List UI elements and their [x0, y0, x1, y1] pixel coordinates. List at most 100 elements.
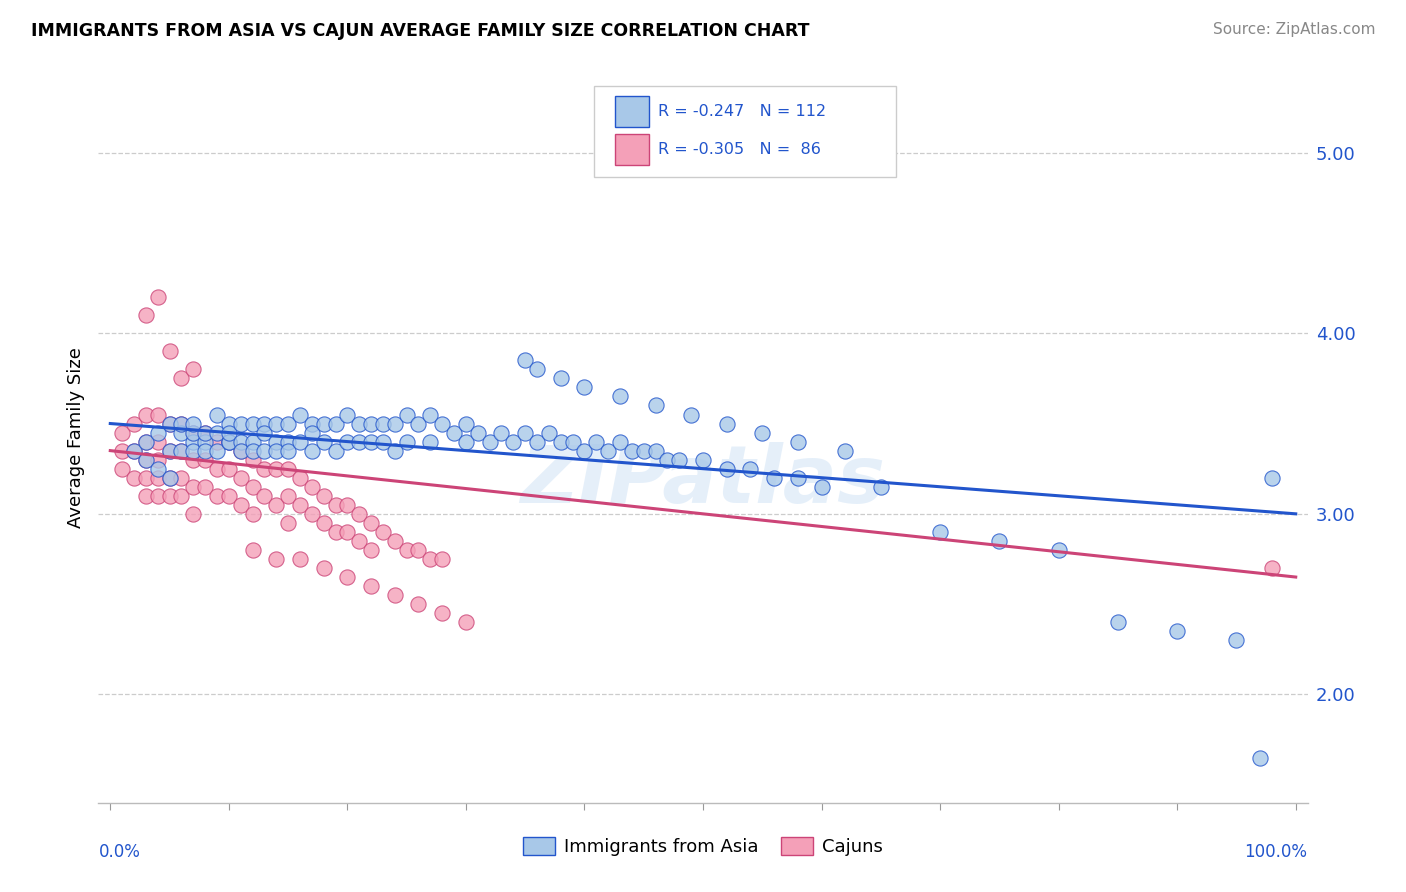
Point [620, 443, 643, 458]
Point [347, 434, 370, 449]
Point [1047, 543, 1070, 558]
Point [432, 552, 454, 566]
Point [181, 425, 204, 440]
Point [312, 561, 335, 575]
Point [205, 489, 228, 503]
Point [181, 417, 204, 431]
Point [146, 290, 169, 304]
Point [325, 524, 347, 539]
Point [242, 543, 264, 558]
Point [1249, 750, 1271, 764]
Point [242, 443, 264, 458]
Point [229, 471, 252, 485]
Point [454, 434, 477, 449]
Point [633, 443, 655, 458]
Point [360, 434, 382, 449]
Point [288, 552, 311, 566]
Point [929, 524, 952, 539]
Point [264, 552, 287, 566]
Point [491, 425, 513, 440]
Point [277, 489, 299, 503]
Point [146, 489, 169, 503]
Point [526, 434, 548, 449]
Point [181, 362, 204, 376]
Point [253, 425, 276, 440]
Point [550, 371, 572, 385]
Point [242, 480, 264, 494]
Point [869, 480, 891, 494]
Point [1225, 633, 1247, 648]
Point [312, 417, 335, 431]
Point [325, 498, 347, 512]
Text: ZIPatlas: ZIPatlas [520, 442, 886, 520]
Point [181, 443, 204, 458]
Point [135, 489, 157, 503]
Point [312, 434, 335, 449]
Point [454, 615, 477, 630]
Bar [614, 96, 648, 127]
Text: Source: ZipAtlas.com: Source: ZipAtlas.com [1212, 22, 1375, 37]
Text: 100.0%: 100.0% [1244, 843, 1308, 861]
Point [301, 480, 323, 494]
Point [181, 452, 204, 467]
Point [181, 480, 204, 494]
Point [644, 399, 666, 413]
Point [242, 452, 264, 467]
Point [218, 417, 240, 431]
Point [135, 471, 157, 485]
Point [336, 570, 359, 584]
Point [159, 489, 181, 503]
Text: R = -0.247   N = 112: R = -0.247 N = 112 [658, 104, 827, 120]
Point [181, 425, 204, 440]
Point [384, 533, 406, 548]
Point [253, 417, 276, 431]
Point [574, 443, 596, 458]
Point [454, 417, 477, 431]
Point [253, 461, 276, 475]
Point [205, 425, 228, 440]
Point [229, 443, 252, 458]
Point [681, 408, 703, 422]
Point [159, 471, 181, 485]
Point [786, 434, 808, 449]
Point [526, 362, 548, 376]
Point [277, 461, 299, 475]
Point [194, 480, 217, 494]
Point [419, 408, 441, 422]
Point [242, 417, 264, 431]
Point [277, 417, 299, 431]
Point [181, 507, 204, 521]
Point [810, 480, 832, 494]
Point [763, 471, 786, 485]
Point [585, 434, 607, 449]
Point [288, 471, 311, 485]
Point [122, 417, 145, 431]
Point [277, 443, 299, 458]
Point [336, 498, 359, 512]
Point [347, 507, 370, 521]
Point [218, 434, 240, 449]
Point [146, 408, 169, 422]
Point [264, 434, 287, 449]
Point [242, 434, 264, 449]
Point [146, 461, 169, 475]
Point [170, 417, 193, 431]
Point [229, 498, 252, 512]
Point [467, 425, 489, 440]
Point [478, 434, 501, 449]
Point [135, 452, 157, 467]
Point [360, 516, 382, 530]
Point [384, 417, 406, 431]
Point [277, 434, 299, 449]
Point [408, 597, 430, 611]
Point [170, 443, 193, 458]
Point [657, 452, 679, 467]
Point [716, 461, 738, 475]
Point [194, 452, 217, 467]
Point [1261, 561, 1284, 575]
Point [170, 371, 193, 385]
Point [194, 443, 217, 458]
Point [537, 425, 560, 440]
Point [135, 434, 157, 449]
Point [515, 353, 537, 368]
